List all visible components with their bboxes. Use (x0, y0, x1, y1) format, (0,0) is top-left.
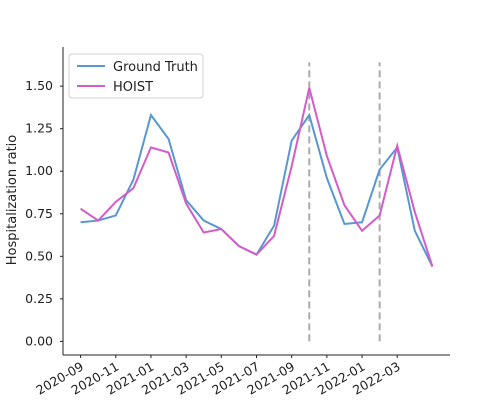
y-tick-label: 0.25 (25, 291, 53, 306)
legend-label: HOIST (113, 80, 153, 95)
y-tick-label: 0.00 (25, 333, 53, 348)
y-tick-label: 1.25 (25, 121, 53, 136)
series-line (80, 87, 434, 267)
y-tick-label: 0.75 (25, 206, 53, 221)
y-tick-label: 1.00 (25, 163, 53, 178)
y-tick-label: 0.50 (25, 248, 53, 263)
y-tick-label: 1.50 (25, 78, 53, 93)
y-axis-label: Hospitalization ratio (5, 135, 20, 265)
legend-label: Ground Truth (113, 60, 198, 75)
